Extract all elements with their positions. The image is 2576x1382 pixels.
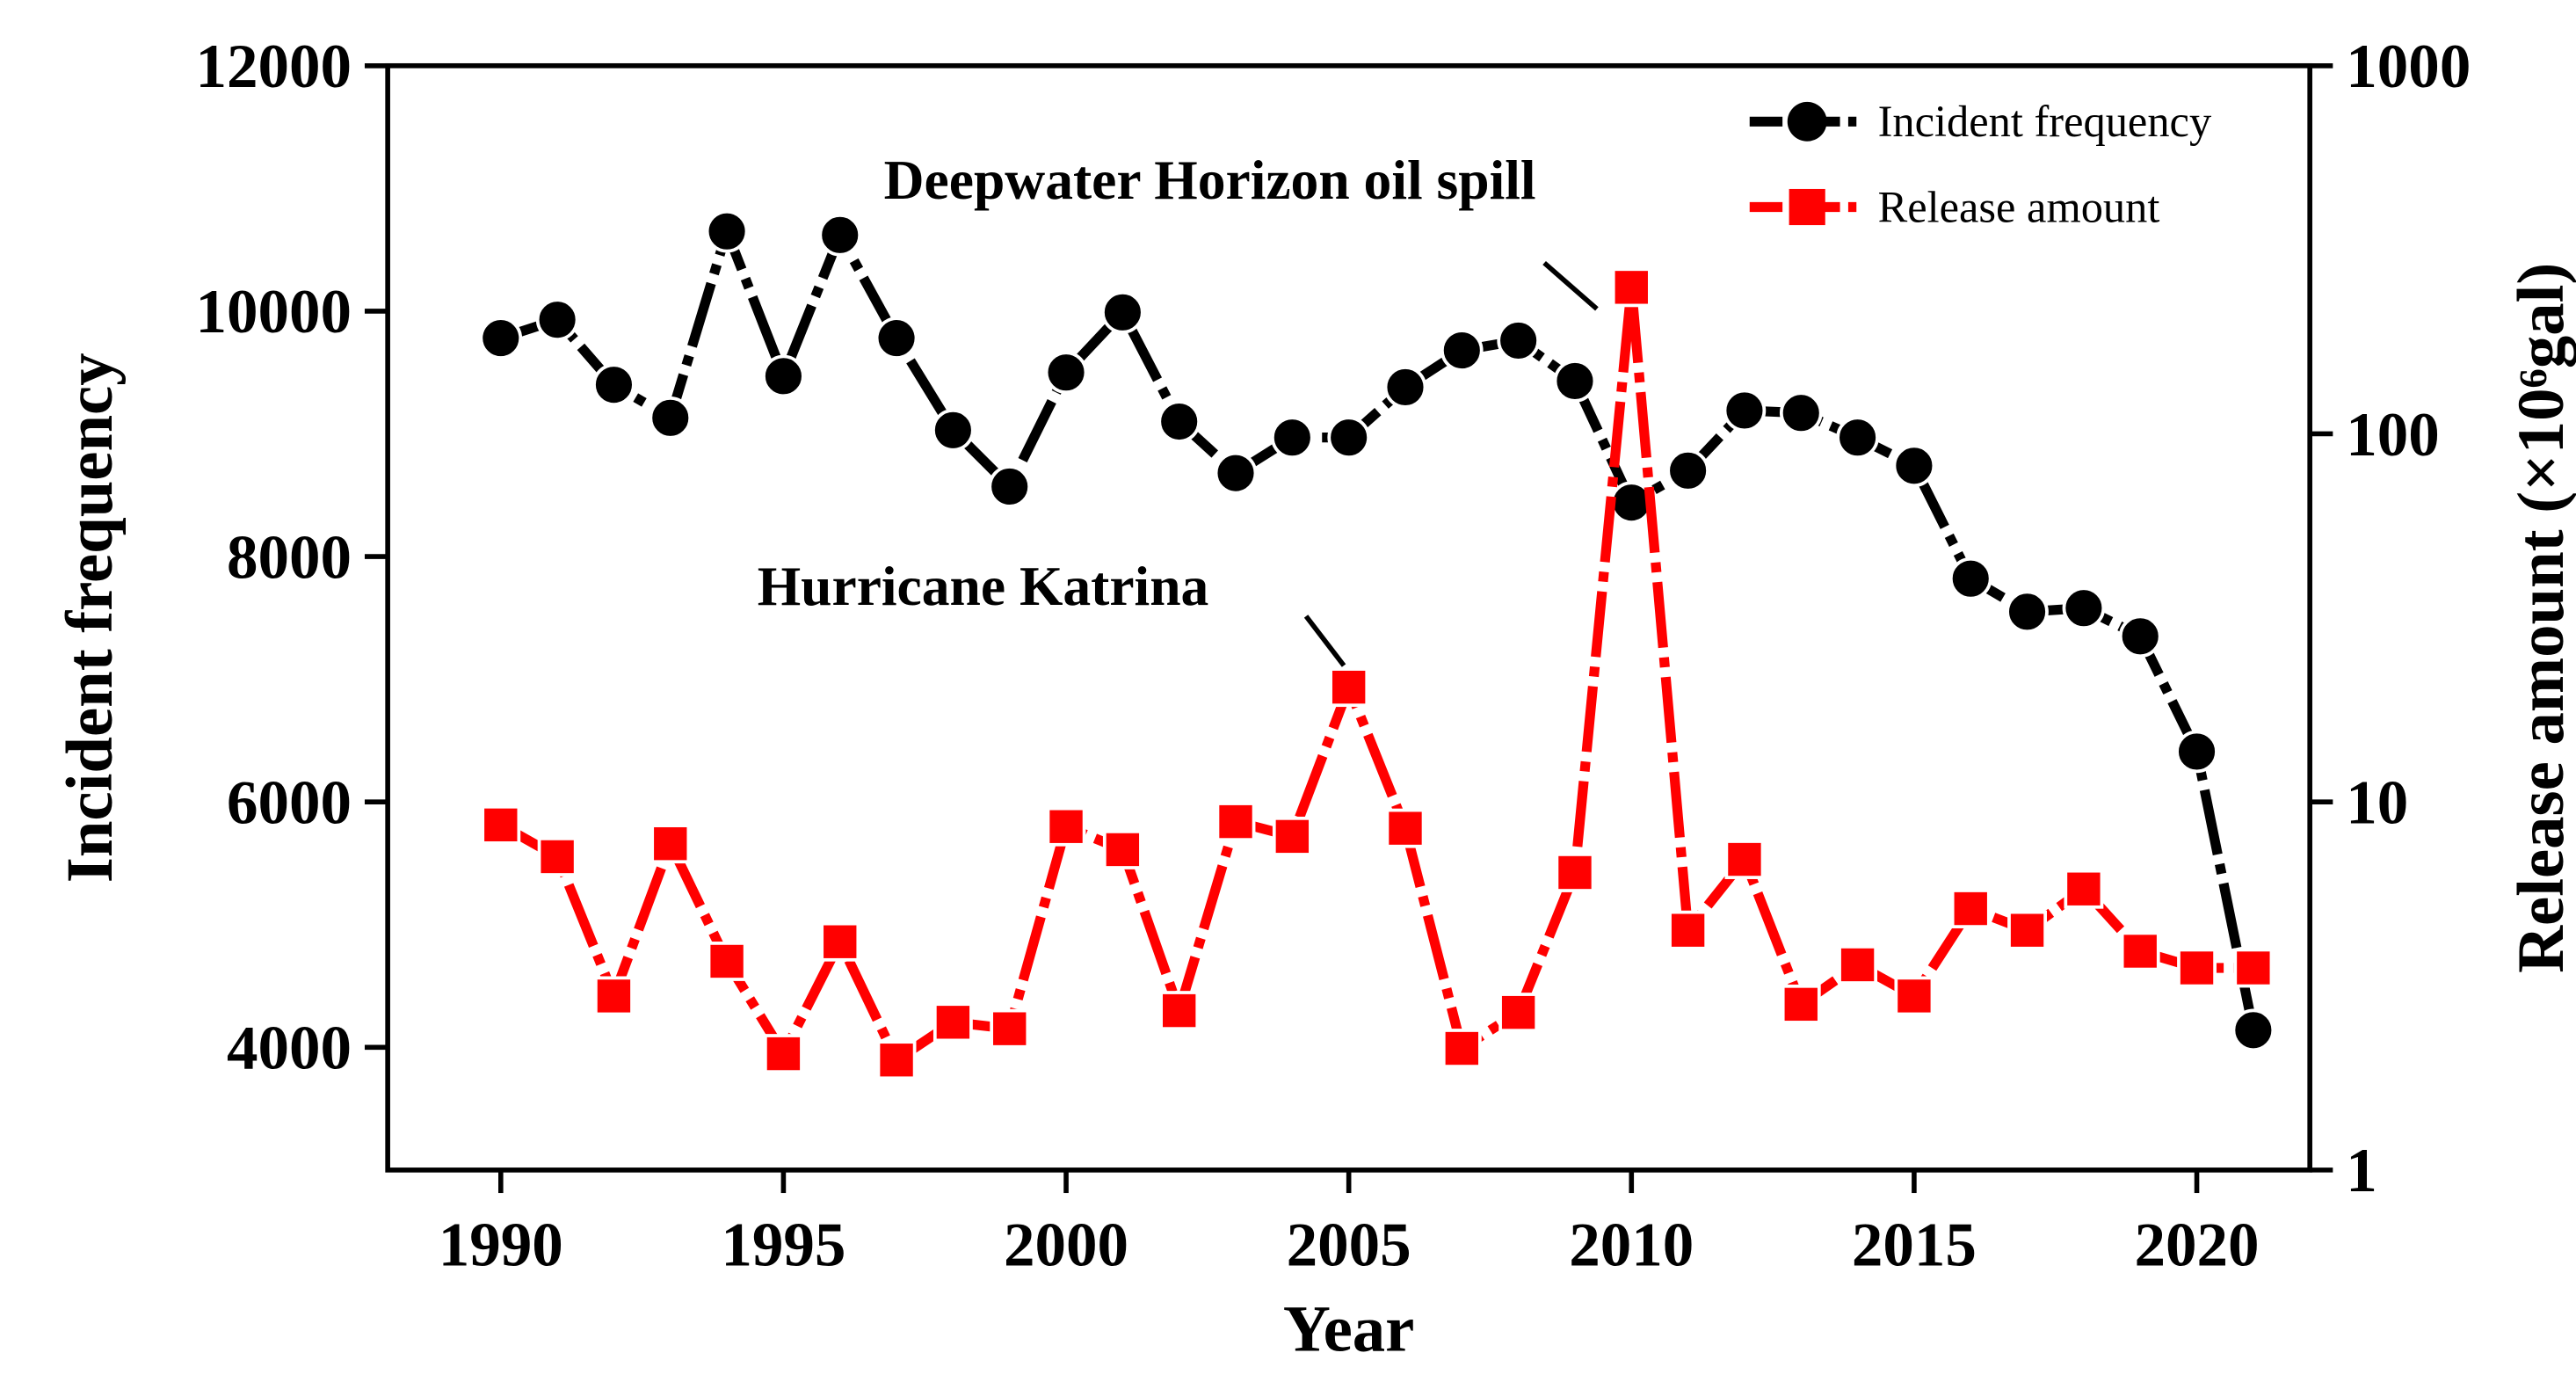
series-line — [498, 287, 2253, 1067]
marker — [1044, 351, 1088, 394]
marker — [1272, 816, 1312, 856]
marker — [876, 1040, 917, 1080]
marker — [1668, 910, 1709, 950]
marker — [1723, 389, 1767, 433]
x-tick-label: 2020 — [2135, 1211, 2260, 1279]
marker — [988, 465, 1032, 508]
marker — [2007, 910, 2047, 950]
marker — [1214, 451, 1258, 495]
y2-tick-label: 1000 — [2346, 33, 2471, 101]
y2-tick-label: 1 — [2346, 1137, 2377, 1205]
marker — [763, 1034, 803, 1074]
y-tick-label: 12000 — [195, 33, 352, 101]
y2-axis-label: Release amount (×10⁶gal) — [2505, 263, 2576, 973]
marker — [932, 408, 975, 452]
marker — [1950, 889, 1991, 928]
marker — [2064, 869, 2104, 909]
marker — [705, 209, 749, 253]
marker — [2233, 948, 2274, 988]
marker — [1271, 416, 1314, 459]
marker — [1836, 416, 1879, 459]
y-tick-label: 4000 — [227, 1015, 352, 1083]
annotation: Deepwater Horizon oil spill — [884, 149, 1536, 211]
series-line — [499, 216, 2259, 1031]
marker — [1157, 400, 1201, 443]
marker — [1948, 556, 1992, 600]
y-tick-label: 6000 — [227, 768, 352, 837]
x-axis-label: Year — [1283, 1292, 1414, 1365]
marker — [707, 942, 747, 981]
marker — [481, 804, 521, 845]
x-tick-label: 2000 — [1004, 1211, 1128, 1279]
annotation-line — [1303, 615, 1346, 667]
marker — [762, 354, 805, 398]
x-tick-label: 2005 — [1287, 1211, 1411, 1279]
marker — [2062, 586, 2106, 629]
marker — [2175, 730, 2218, 774]
y-axis-label: Incident frequency — [54, 353, 127, 883]
x-tick-label: 1995 — [721, 1211, 845, 1279]
marker — [990, 1008, 1030, 1049]
marker — [1383, 366, 1427, 409]
marker — [1102, 830, 1143, 869]
legend-label: Release amount — [1878, 182, 2160, 231]
marker — [1779, 391, 1823, 435]
marker — [1724, 840, 1765, 879]
y-tick-label: 8000 — [227, 523, 352, 592]
marker — [1666, 449, 1709, 492]
legend-marker — [1789, 188, 1825, 226]
x-tick-label: 1990 — [439, 1211, 563, 1279]
y-tick-label: 10000 — [195, 278, 352, 346]
marker — [1498, 993, 1539, 1033]
x-tick-label: 2010 — [1569, 1211, 1694, 1279]
marker — [1215, 802, 1256, 842]
marker — [2006, 590, 2049, 634]
marker — [1781, 984, 1821, 1024]
marker — [1440, 329, 1484, 372]
marker — [820, 921, 860, 962]
marker — [1497, 319, 1540, 362]
x-tick-label: 2015 — [1852, 1211, 1977, 1279]
marker — [1327, 416, 1370, 459]
marker — [594, 976, 634, 1016]
legend-label: Incident frequency — [1878, 97, 2212, 146]
marker — [1329, 667, 1369, 708]
marker — [932, 1002, 973, 1043]
marker — [535, 298, 579, 341]
marker — [874, 316, 918, 360]
marker — [1553, 360, 1597, 403]
marker — [1101, 290, 1144, 334]
marker — [1046, 806, 1086, 847]
marker — [649, 396, 693, 440]
marker — [479, 316, 523, 360]
marker — [592, 363, 635, 406]
marker — [2120, 931, 2160, 971]
marker — [1894, 976, 1934, 1016]
marker — [650, 824, 691, 864]
annotation-line — [1542, 260, 1599, 311]
marker — [1838, 945, 1878, 985]
marker — [2231, 1008, 2275, 1052]
marker — [1611, 267, 1651, 308]
y2-tick-label: 100 — [2346, 401, 2440, 469]
marker — [818, 214, 862, 257]
marker — [537, 837, 577, 876]
y2-tick-label: 10 — [2346, 768, 2408, 837]
marker — [1892, 444, 1936, 488]
legend-marker — [1787, 101, 1827, 142]
marker — [1159, 991, 1200, 1031]
marker — [2118, 615, 2162, 658]
marker — [1441, 1029, 1482, 1068]
marker — [1385, 808, 1426, 848]
marker — [1555, 853, 1595, 892]
annotation: Hurricane Katrina — [758, 555, 1209, 617]
marker — [2177, 948, 2217, 988]
